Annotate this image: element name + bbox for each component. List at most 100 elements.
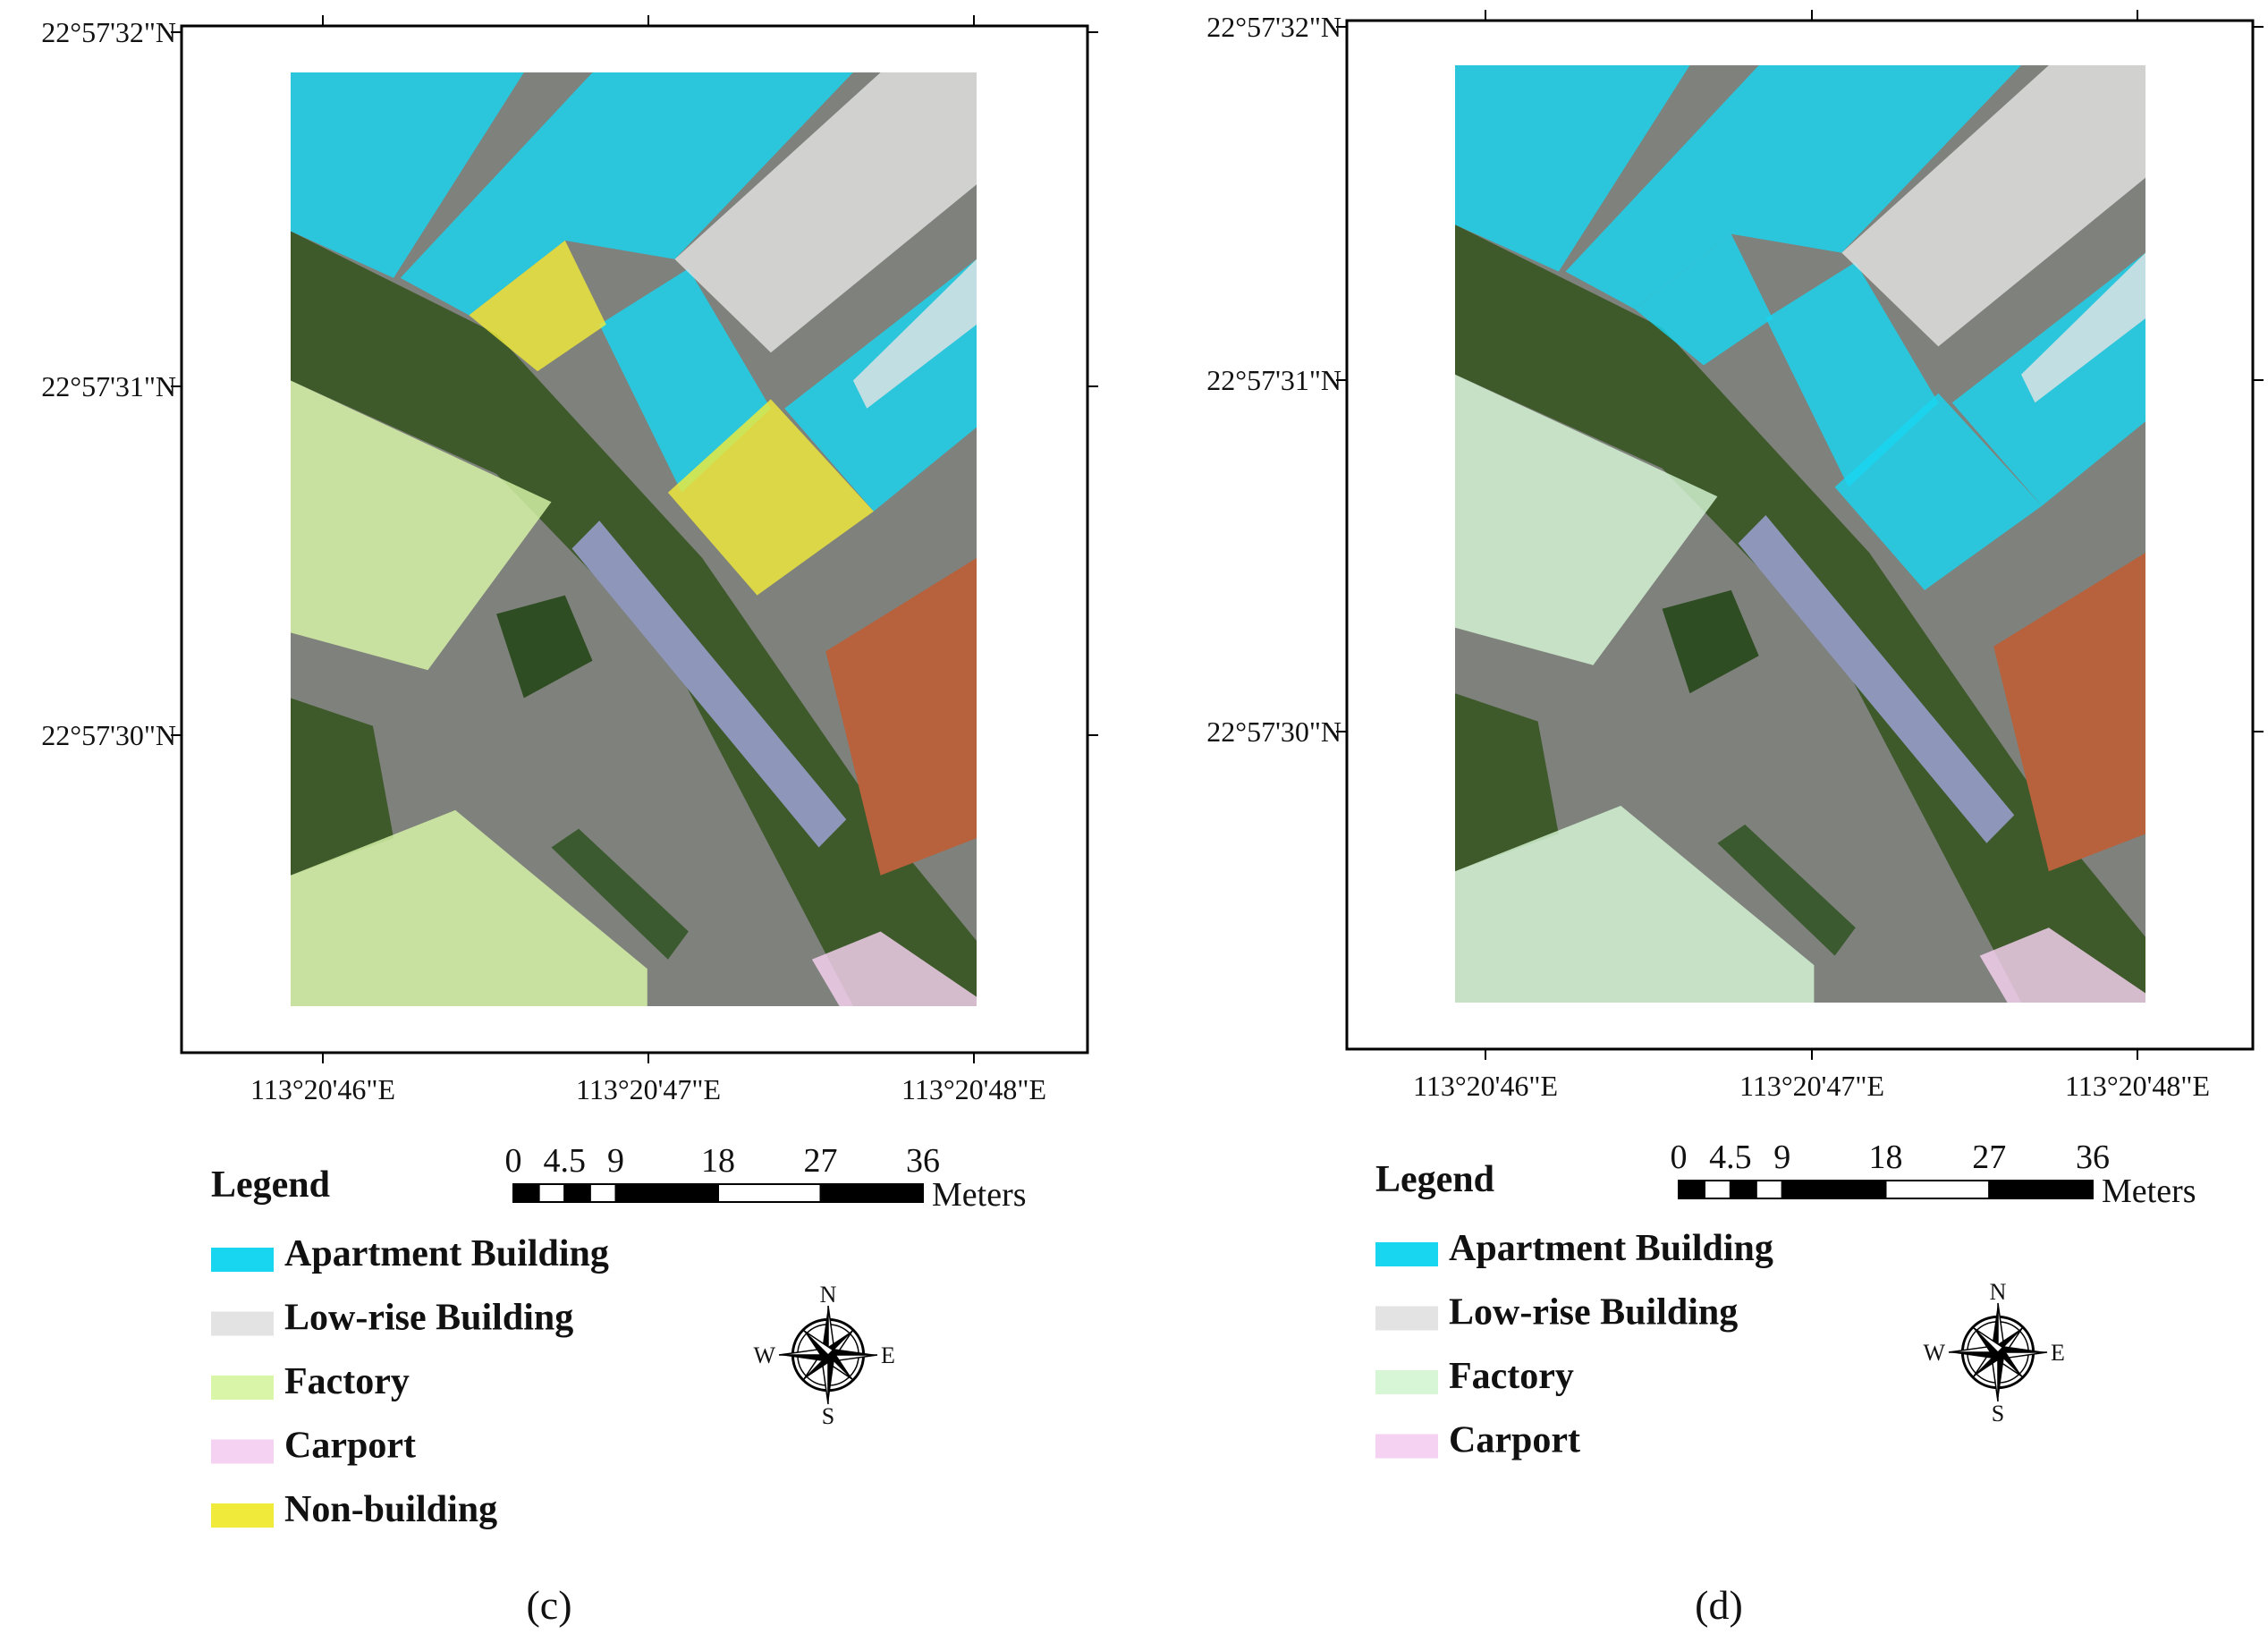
scale-label: 36 [906,1142,940,1180]
class-overlay [811,931,977,1006]
compass-point [1949,1352,1998,1359]
legend-swatch [1375,1306,1438,1331]
scale-bar-segment [1729,1180,1757,1199]
aerial-feature [1717,824,1856,956]
compass-point [821,1306,828,1355]
scale-label: 18 [1869,1139,1903,1176]
legend-label: Factory [1449,1356,1574,1397]
map-frame [1345,19,2255,1051]
scale-label: 18 [701,1142,735,1180]
scale-bar-segment [563,1183,591,1203]
lat-label: 22°57'32"N [1206,11,1341,43]
compass-point [1998,1352,2005,1401]
map-panel: 22°57'32"N 22°57'31"N 22°57'30"N 113°20'46"… [1206,10,2264,1628]
class-overlay [1979,927,2145,1003]
lat-label: 22°57'30"N [41,719,176,751]
lon-label: 113°20'46"E [250,1073,395,1105]
scale-label: 4.5 [1709,1139,1752,1176]
compass-n: N [820,1282,837,1308]
lat-label: 22°57'32"N [41,16,176,48]
legend-swatch [211,1376,274,1400]
scale-bar-segment [1703,1180,1731,1199]
lat-label: 22°57'31"N [41,370,176,402]
aerial-feature [1993,553,2145,872]
legend-label: Low-rise Building [1449,1292,1738,1333]
scale-unit: Meters [2102,1173,2196,1210]
scale-bar-segment [1755,1180,1783,1199]
legend-swatch [1375,1242,1438,1266]
legend-swatch [211,1311,274,1336]
class-overlay [291,72,524,278]
lon-label: 113°20'46"E [1413,1070,1558,1102]
compass-e: E [881,1342,895,1368]
compass-point [828,1348,877,1355]
scale-bar-segment [588,1183,617,1203]
panel-label: (d) [1695,1582,1743,1628]
aerial-feature [571,521,847,848]
class-overlay [1565,65,2021,309]
scale-bar-segment [1884,1180,1991,1199]
class-overlay [400,72,853,316]
legend-title: Legend [211,1164,330,1206]
compass-point [1973,1327,2004,1354]
map-frame [180,24,1089,1054]
class-overlay [291,809,647,1006]
legend-label: Low-rise Building [284,1298,573,1339]
scale-bar-segment [1678,1180,1705,1199]
scale-label: 36 [2076,1139,2110,1176]
legend-label: Apartment Building [1449,1228,1773,1269]
legend-label: Non-building [284,1489,497,1530]
legend-label: Factory [284,1361,410,1402]
aerial-feature [496,595,593,698]
map-panel: 22°57'32"N 22°57'31"N 22°57'30"N 113°20'46"… [41,15,1098,1628]
legend-swatch [211,1248,274,1272]
aerial-feature [291,698,394,876]
legend-swatch [1375,1434,1438,1459]
compass-point [828,1355,835,1404]
class-overlay [291,380,552,671]
compass-point [779,1355,828,1362]
aerial-feature [1455,693,1559,872]
scale-bar-segment [1988,1180,2094,1199]
class-overlay [1765,262,1939,487]
compass-s: S [1992,1401,2004,1427]
compass-w: W [753,1342,775,1368]
class-overlay [1634,233,1773,366]
aerial-feature [1662,589,1759,694]
panel-label: (c) [526,1582,571,1628]
class-overlay [667,399,874,596]
compass-n: N [1990,1279,2007,1305]
class-overlay [1455,65,1690,272]
class-overlay [2021,252,2145,403]
legend-title: Legend [1375,1159,1494,1200]
lon-label: 113°20'48"E [901,1073,1046,1105]
scale-bar-segment [819,1183,924,1203]
scale-label: 27 [804,1142,838,1180]
aerial-feature [551,828,689,960]
legend-label: Carport [284,1426,416,1467]
legend-label: Apartment Building [284,1233,609,1274]
scale-label: 4.5 [544,1142,587,1180]
scale-bar-segment [717,1183,822,1203]
compass-point [1973,1327,1998,1358]
class-overlay [599,268,771,493]
class-overlay [1834,393,2043,590]
scale-label: 0 [1671,1139,1688,1176]
lon-label: 113°20'48"E [2065,1070,2210,1102]
scale-label: 9 [607,1142,624,1180]
class-overlay [469,240,606,372]
scale-label: 0 [505,1142,522,1180]
lon-label: 113°20'47"E [576,1073,721,1105]
class-overlay [674,72,977,353]
compass-point [803,1330,828,1360]
compass-point [1998,1345,2047,1352]
compass-e: E [2051,1340,2065,1366]
compass-w: W [1923,1340,1945,1366]
class-overlay [852,258,977,409]
class-overlay [1455,374,1718,665]
compass-s: S [822,1403,834,1429]
legend-swatch [211,1503,274,1528]
aerial-feature [825,557,977,876]
